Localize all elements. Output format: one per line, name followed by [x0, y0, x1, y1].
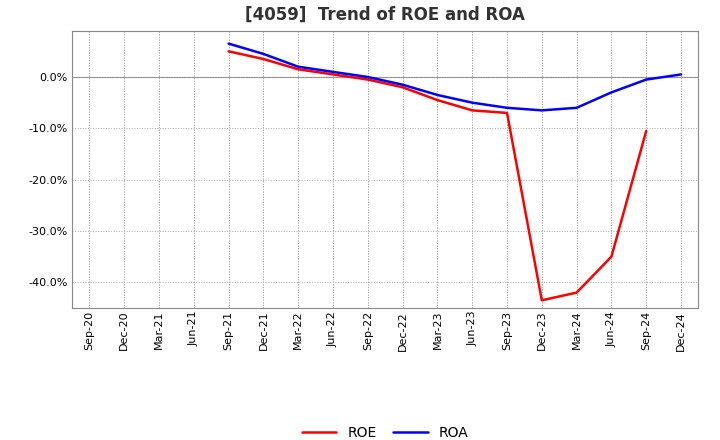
ROE — [433, 97, 442, 103]
ROA — [677, 72, 685, 77]
Line: ROE: ROE — [229, 51, 647, 301]
ROA — [364, 74, 372, 80]
ROA — [607, 90, 616, 95]
ROE — [259, 56, 268, 62]
ROE — [225, 49, 233, 54]
ROE — [537, 298, 546, 303]
ROA — [225, 41, 233, 46]
ROA — [294, 64, 302, 70]
ROA — [537, 108, 546, 113]
ROA — [503, 105, 511, 110]
Legend: ROE, ROA: ROE, ROA — [296, 420, 474, 440]
ROA — [398, 82, 407, 87]
ROA — [433, 92, 442, 98]
ROE — [607, 254, 616, 259]
ROA — [468, 100, 477, 105]
ROE — [294, 66, 302, 72]
ROE — [364, 77, 372, 82]
ROE — [328, 72, 337, 77]
ROE — [642, 128, 651, 134]
ROE — [468, 108, 477, 113]
ROA — [572, 105, 581, 110]
Line: ROA: ROA — [229, 44, 681, 110]
ROA — [328, 69, 337, 74]
ROE — [398, 84, 407, 90]
ROA — [259, 51, 268, 56]
ROE — [503, 110, 511, 116]
Title: [4059]  Trend of ROE and ROA: [4059] Trend of ROE and ROA — [246, 6, 525, 24]
ROA — [642, 77, 651, 82]
ROE — [572, 290, 581, 295]
